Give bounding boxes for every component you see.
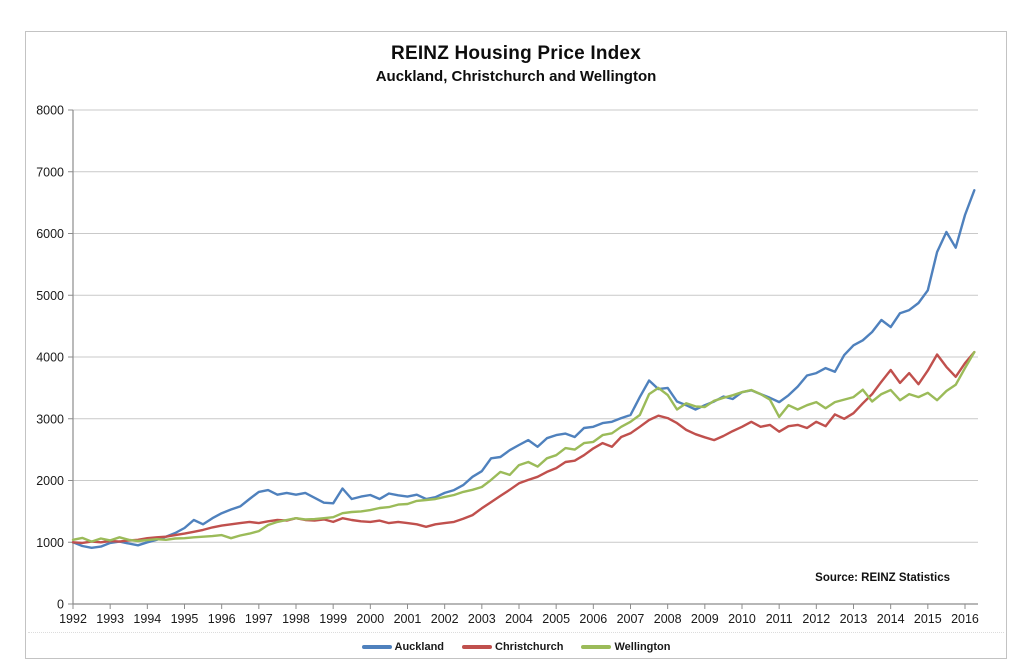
- x-axis-label: 2011: [766, 612, 793, 626]
- x-axis-label: 1993: [96, 612, 124, 626]
- x-axis-label: 2006: [579, 612, 607, 626]
- x-axis-label: 1996: [208, 612, 236, 626]
- x-axis-label: 2016: [951, 612, 979, 626]
- legend-divider: [28, 632, 1004, 633]
- legend-label: Wellington: [614, 641, 671, 653]
- legend-item-christchurch: Christchurch: [462, 641, 563, 653]
- y-axis-label: 3000: [36, 412, 64, 426]
- x-axis-label: 2005: [542, 612, 570, 626]
- legend-label: Christchurch: [495, 641, 564, 653]
- legend-swatch-auckland: [361, 645, 392, 649]
- y-axis-label: 7000: [36, 165, 64, 179]
- x-axis-label: 2015: [914, 612, 942, 626]
- chart-subtitle: Auckland, Christchurch and Wellington: [375, 68, 657, 85]
- series-line-wellington: [71, 350, 976, 543]
- x-axis-label: 1995: [171, 612, 199, 626]
- x-axis-label: 2003: [468, 612, 496, 626]
- x-axis-label: 1997: [245, 612, 273, 626]
- x-axis-label: 1999: [319, 612, 347, 626]
- x-axis-label: 2010: [728, 612, 756, 626]
- x-axis-label: 2013: [840, 612, 868, 626]
- chart-title: REINZ Housing Price Index: [391, 43, 641, 64]
- legend: Auckland Christchurch Wellington: [26, 641, 1006, 653]
- y-axis-label: 4000: [36, 351, 64, 365]
- x-axis-label: 2012: [802, 612, 830, 626]
- x-axis-label: 2008: [654, 612, 682, 626]
- legend-label: Auckland: [394, 641, 445, 653]
- series-line-christchurch: [71, 350, 976, 545]
- x-axis-label: 2000: [356, 612, 384, 626]
- legend-swatch-wellington: [581, 645, 612, 649]
- x-axis-label: 2009: [691, 612, 719, 626]
- source-note: Source: REINZ Statistics: [815, 572, 950, 584]
- x-axis-label: 1994: [133, 612, 161, 626]
- legend-item-auckland: Auckland: [361, 641, 445, 653]
- y-axis-label: 2000: [36, 474, 64, 488]
- legend-item-wellington: Wellington: [581, 641, 671, 653]
- x-axis-label: 2001: [394, 612, 422, 626]
- y-axis-label: 0: [57, 598, 64, 612]
- x-axis-label: 1992: [59, 612, 87, 626]
- legend-swatch-christchurch: [462, 645, 493, 649]
- x-axis-label: 2014: [877, 612, 905, 626]
- x-axis-label: 2002: [431, 612, 459, 626]
- y-axis-label: 6000: [36, 227, 64, 241]
- chart-frame: REINZ Housing Price Index Auckland, Chri…: [25, 31, 1007, 659]
- y-axis-label: 8000: [36, 104, 64, 118]
- x-axis-label: 1998: [282, 612, 310, 626]
- x-axis-label: 2004: [505, 612, 533, 626]
- x-axis-label: 2007: [617, 612, 645, 626]
- series-line-auckland: [71, 189, 976, 549]
- y-axis-label: 1000: [36, 536, 64, 550]
- y-axis-label: 5000: [36, 289, 64, 303]
